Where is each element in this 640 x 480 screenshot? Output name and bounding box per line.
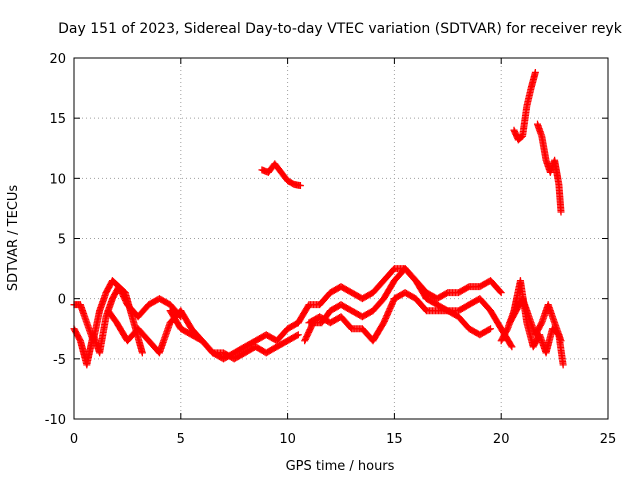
y-axis-label: SDTVAR / TECUs xyxy=(6,185,21,292)
data-point-track-5 xyxy=(296,182,304,190)
data-point-track-6 xyxy=(496,288,504,296)
data-point-track-4 xyxy=(293,332,301,340)
x-tick-label: 25 xyxy=(600,432,617,447)
y-tick-label: 5 xyxy=(58,233,66,248)
y-tick-label: 10 xyxy=(49,172,66,187)
data-point-track-4 xyxy=(294,331,302,339)
y-tick-label: 15 xyxy=(49,112,66,127)
data-point-track-11 xyxy=(531,68,539,76)
data-point-track-8 xyxy=(487,325,495,333)
x-tick-label: 10 xyxy=(279,432,296,447)
y-tick-label: 0 xyxy=(58,293,66,308)
data-point-track-7 xyxy=(508,343,516,351)
y-tick-label: 20 xyxy=(49,52,66,67)
data-point-track-7 xyxy=(507,342,515,350)
data-point-track-6 xyxy=(497,289,505,297)
data-point-track-10 xyxy=(557,337,565,345)
data-markers xyxy=(70,68,567,369)
x-tick-label: 0 xyxy=(70,432,78,447)
x-tick-label: 5 xyxy=(177,432,185,447)
y-tick-label: -10 xyxy=(45,413,66,428)
x-tick-label: 15 xyxy=(386,432,403,447)
data-point-track-9 xyxy=(559,361,567,369)
data-point-track-8 xyxy=(485,326,493,334)
tick-labels: 0 5 10 15 20 25 -10 -5 0 5 10 15 20 xyxy=(45,52,617,447)
data-point-track-2 xyxy=(138,349,146,357)
x-tick-label: 20 xyxy=(493,432,510,447)
y-tick-label: -5 xyxy=(53,353,66,368)
plot-frame xyxy=(73,57,609,420)
x-axis-label: GPS time / hours xyxy=(286,459,395,474)
chart-title: Day 151 of 2023, Sidereal Day-to-day VTE… xyxy=(58,21,623,37)
data-point-track-12 xyxy=(557,208,565,216)
